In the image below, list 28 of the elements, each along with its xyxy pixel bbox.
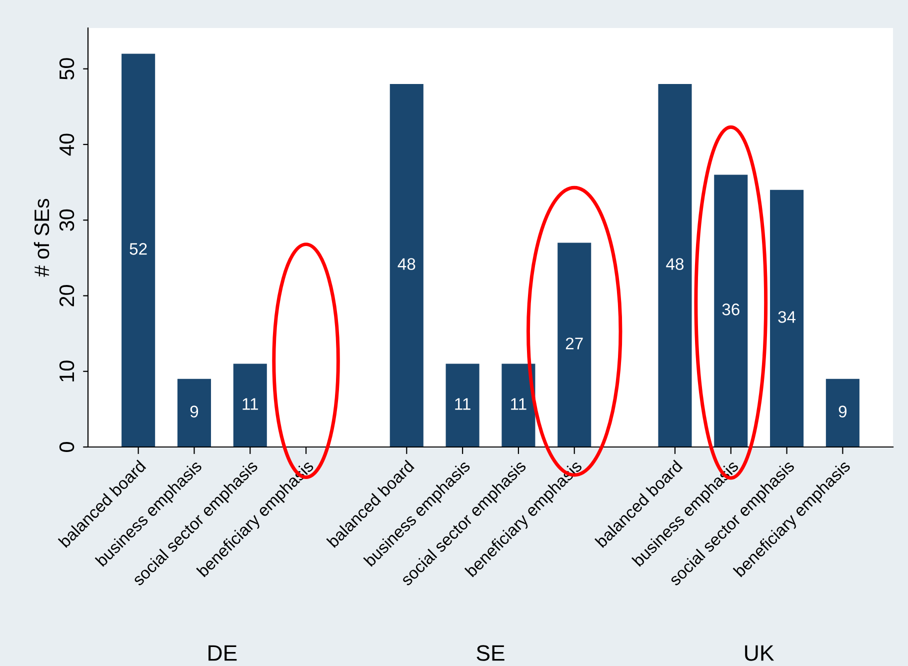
data-label: 48 [666,258,684,270]
data-label: 34 [778,311,796,323]
data-label: 11 [242,398,258,410]
bar [122,54,156,447]
data-label: 11 [455,398,470,410]
bar [177,378,211,447]
y-tick-label: 30 [59,209,74,231]
data-label: 9 [190,406,198,418]
bar [770,190,804,447]
bar [233,364,267,447]
y-tick-label: 20 [59,284,74,306]
bar [658,84,692,447]
data-label: 27 [566,338,583,350]
x-axis-title: SE [476,645,504,661]
y-tick-label: 50 [59,58,74,80]
data-label: 9 [838,406,847,418]
data-label: 52 [130,243,147,255]
x-axis-title: UK [745,645,774,661]
x-axis-title: DE [208,645,237,661]
data-label: 36 [722,304,740,316]
y-tick-label: 0 [59,442,74,452]
data-label: 48 [398,258,416,270]
y-axis-title: # of SEs [34,198,50,277]
y-tick-label: 40 [59,134,74,156]
bar [714,174,748,447]
y-tick-label: 10 [59,360,74,382]
data-label: 11 [511,398,526,410]
bar [826,378,860,447]
